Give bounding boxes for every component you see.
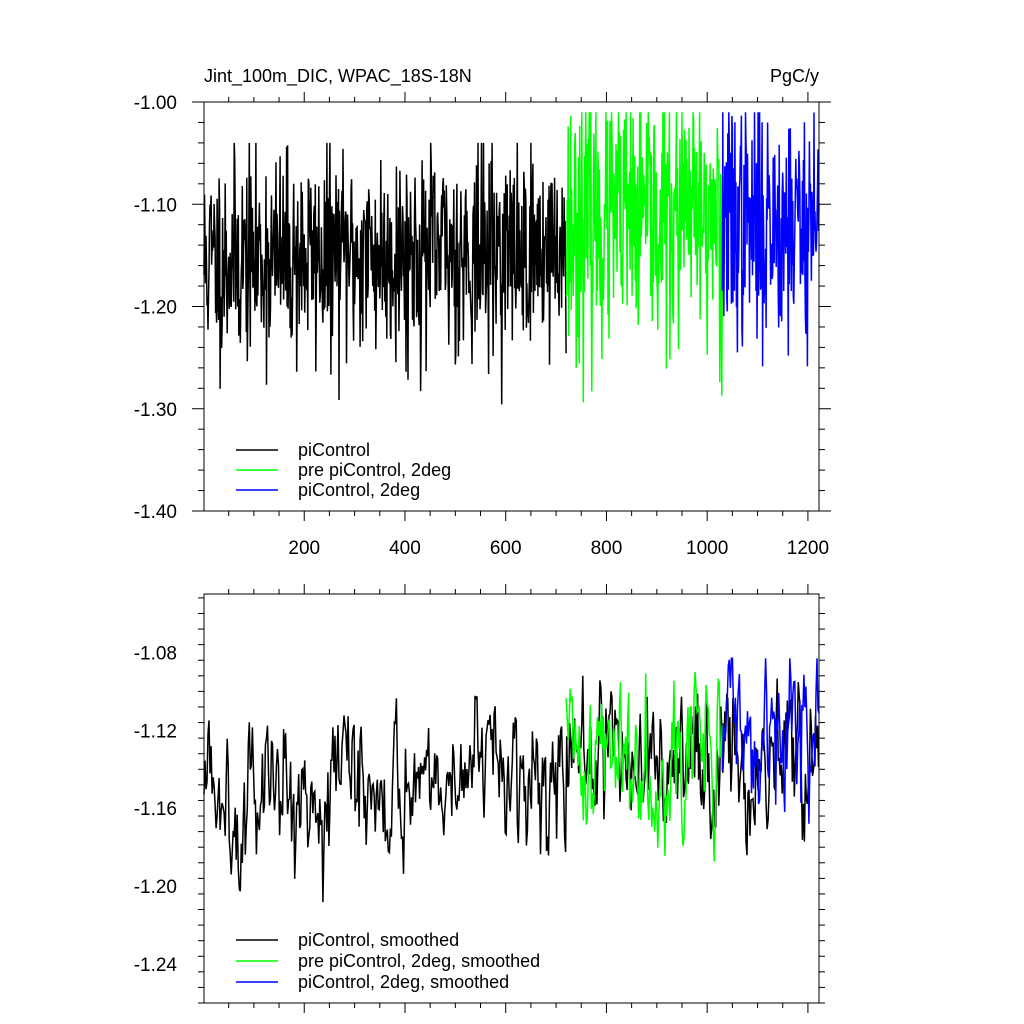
y-tick-label: -1.20	[134, 298, 177, 319]
y-tick-label: -1.10	[134, 195, 177, 216]
x-tick-label: 1200	[787, 538, 829, 559]
y-tick-label: -1.08	[134, 643, 177, 664]
chart-title: Jint_100m_DIC, WPAC_18S-18N	[204, 66, 472, 87]
series-line-2	[565, 671, 724, 862]
x-tick-label: 200	[288, 538, 320, 559]
legend-label: pre piControl, 2deg, smoothed	[298, 951, 540, 971]
series-line-3	[721, 112, 820, 367]
y-tick-label: -1.40	[134, 502, 177, 523]
x-tick-label: 600	[490, 538, 522, 559]
series-line-2	[565, 112, 724, 403]
units-label: PgC/y	[770, 66, 819, 86]
x-tick-label: 800	[591, 538, 623, 559]
bottom-panel: -1.08 -1.12 -1.16 -1.20 -1.24 piControl, smoo…	[134, 584, 825, 1013]
y-tick-label: -1.12	[134, 721, 177, 742]
y-tick-label: -1.20	[134, 877, 177, 898]
x-tick-label: 1000	[686, 538, 728, 559]
legend-label: pre piControl, 2deg	[298, 460, 451, 480]
legend-label: piControl, 2deg	[298, 480, 420, 500]
series-line-3	[721, 657, 820, 824]
top-panel: 200 400 600 800 1000 1200 -1.00 -1.10 -1.20 -1.30…	[134, 92, 831, 559]
x-tick-label: 400	[389, 538, 421, 559]
y-tick-label: -1.00	[134, 93, 177, 114]
legend-label: piControl, smoothed	[298, 930, 459, 950]
plot-frame	[203, 593, 820, 1004]
series-line-1	[203, 142, 567, 405]
y-tick-label: -1.24	[134, 955, 178, 976]
y-tick-label: -1.16	[134, 799, 177, 820]
y-tick-label: -1.30	[134, 400, 177, 421]
legend-label: piControl, 2deg, smoothed	[298, 972, 509, 992]
legend-label: piControl	[298, 440, 370, 460]
